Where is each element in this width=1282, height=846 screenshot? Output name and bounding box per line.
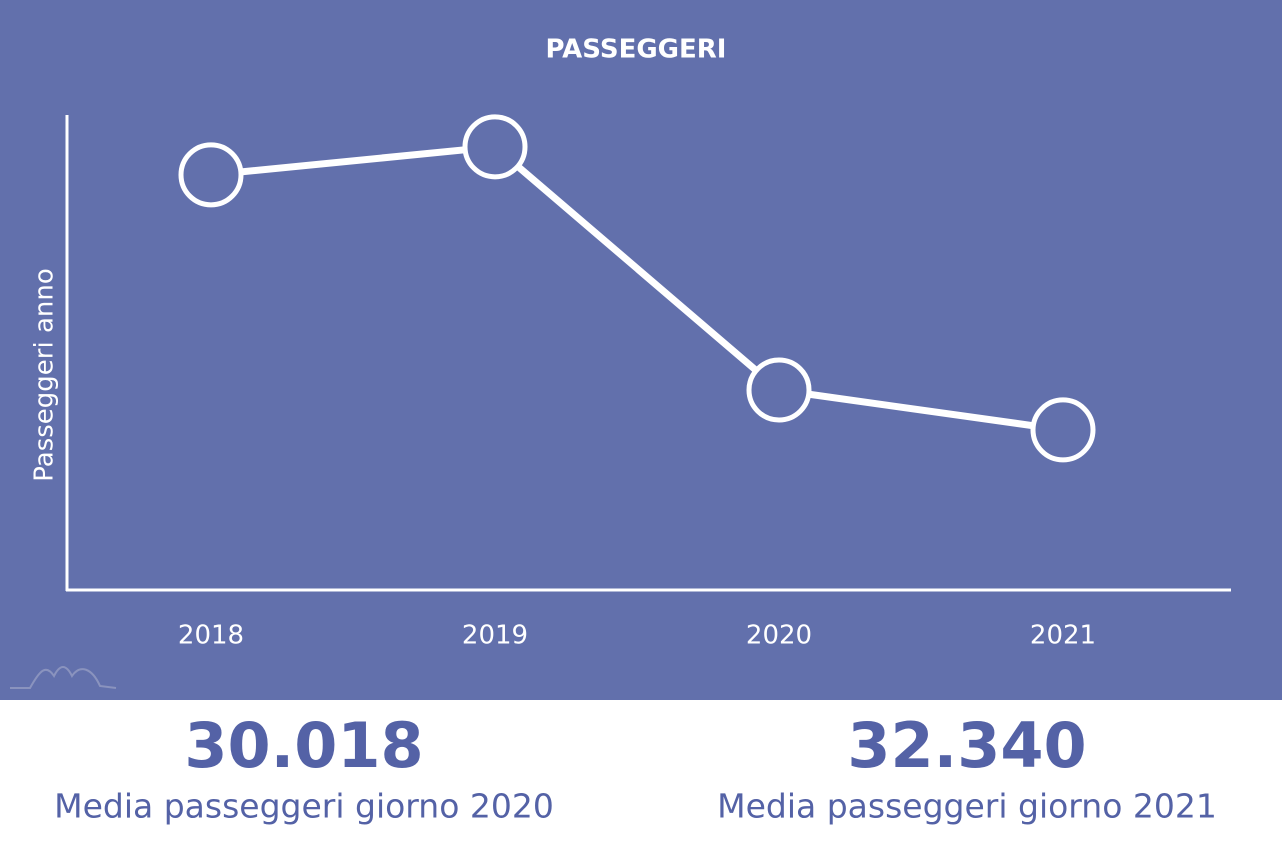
y-axis-label: Passeggeri anno — [30, 268, 60, 482]
x-tick-label: 2019 — [462, 621, 528, 651]
chart-title: PASSEGGERI — [546, 35, 727, 65]
chart-background — [0, 0, 1282, 700]
stat-value: 30.018 — [184, 709, 423, 782]
logo — [10, 666, 117, 689]
point — [1030, 397, 1096, 463]
line — [210, 143, 1064, 434]
stat-label: Media passeggeri giorno 2021 — [717, 787, 1217, 826]
point — [178, 142, 244, 208]
point — [746, 357, 812, 423]
stat-value: 32.340 — [847, 709, 1086, 782]
x-tick-label: 2018 — [178, 621, 244, 651]
stat-label: Media passeggeri giorno 2020 — [54, 787, 554, 826]
x-tick-label: 2020 — [746, 621, 812, 651]
point — [462, 114, 528, 180]
x-tick-label: 2021 — [1030, 621, 1096, 651]
